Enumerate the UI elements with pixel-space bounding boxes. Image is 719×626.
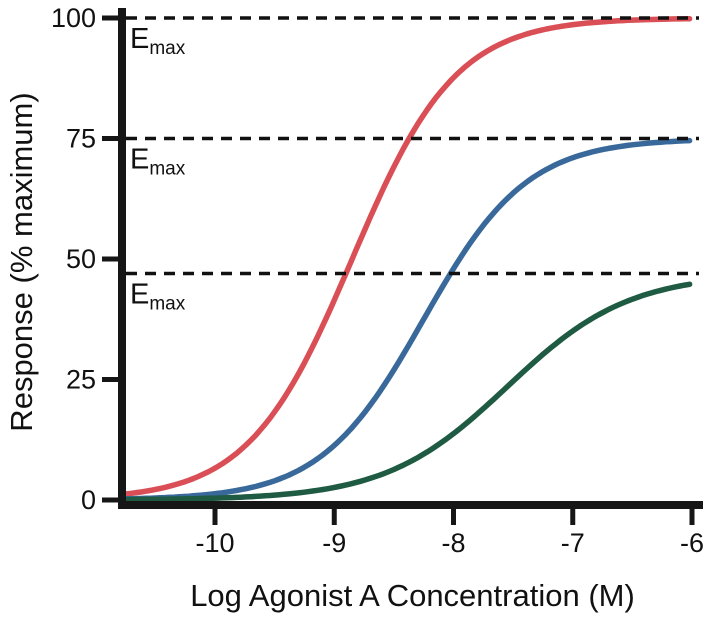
y-axis-ticks-group: 0 25 50 75 100 [51, 3, 119, 515]
x-tick-label: -6 [680, 528, 704, 558]
x-tick-label: -10 [195, 528, 234, 558]
partial-agonist-curve-75 [119, 137, 693, 502]
x-tick-label: -9 [322, 528, 346, 558]
curves-group [119, 15, 693, 503]
x-tick-label: -8 [441, 528, 465, 558]
x-axis-ticks-group: -10 -9 -8 -7 -6 [195, 508, 704, 558]
emax-label: Emax [130, 278, 186, 314]
emax-annotations-group: Emax Emax Emax [126, 16, 699, 314]
partial-agonist-curve-46 [119, 281, 693, 503]
y-tick-label: 100 [51, 3, 96, 33]
x-tick-label: -7 [561, 528, 585, 558]
axes-group [118, 8, 703, 509]
full-agonist-curve [119, 15, 693, 498]
y-tick-label: 50 [66, 244, 96, 274]
y-axis-title: Response (% maximum) [4, 92, 39, 431]
x-axis-title: Log Agonist A Concentration (M) [190, 578, 635, 613]
emax-label: Emax [130, 23, 186, 59]
y-tick-label: 25 [66, 365, 96, 395]
emax-label: Emax [130, 144, 186, 180]
y-tick-label: 0 [81, 485, 96, 515]
y-tick-label: 75 [66, 124, 96, 154]
